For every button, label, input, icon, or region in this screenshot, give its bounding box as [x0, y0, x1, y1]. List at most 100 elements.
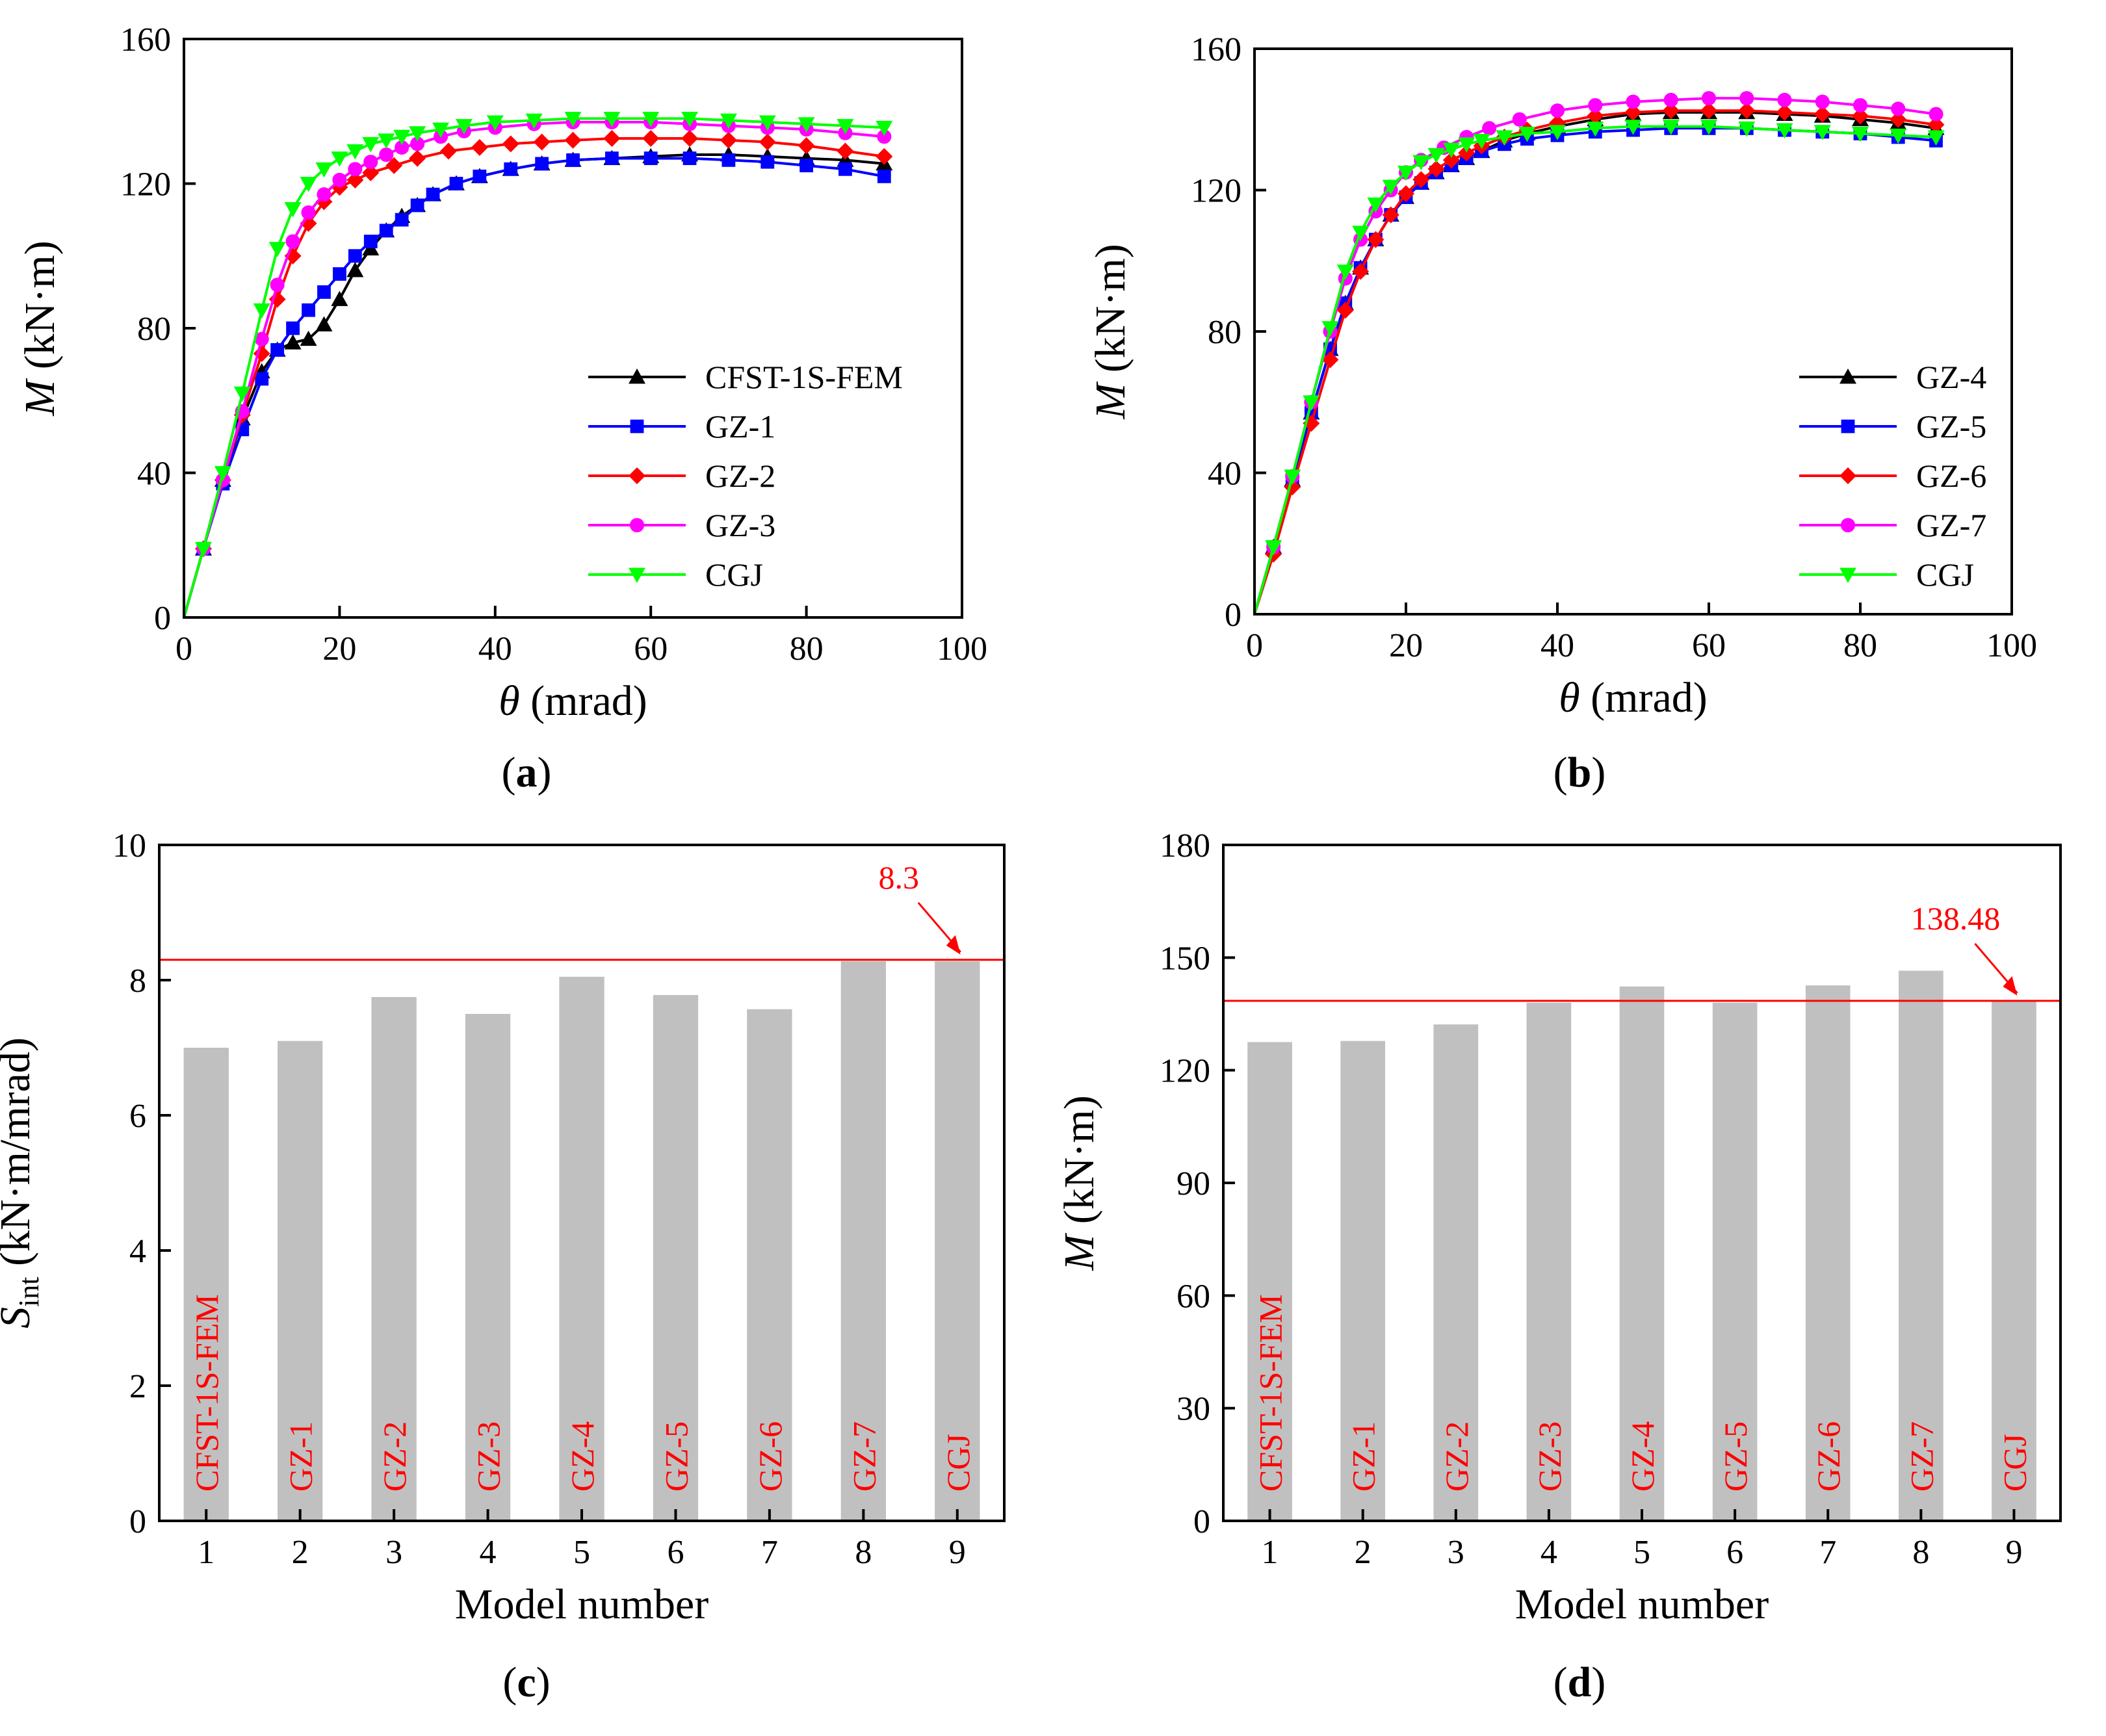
- bar-label: GZ-2: [1438, 1421, 1475, 1492]
- x-tick-label: 100: [1986, 627, 2037, 664]
- data-point: [604, 151, 619, 165]
- data-point: [331, 291, 348, 306]
- data-point: [1852, 97, 1868, 113]
- x-axis-label: Model number: [455, 1581, 708, 1628]
- data-point: [760, 155, 775, 169]
- data-point: [410, 198, 424, 213]
- data-point: [1427, 160, 1445, 177]
- legend-entry: CGJ: [705, 556, 763, 593]
- x-tick-label: 7: [761, 1534, 778, 1571]
- bar: [1712, 1002, 1758, 1521]
- reference-value-label: 138.48: [1911, 900, 2001, 937]
- data-point: [486, 115, 504, 131]
- series-GZ-1: [183, 151, 891, 618]
- data-point: [395, 213, 409, 227]
- series-line: [1253, 127, 1936, 615]
- data-point: [333, 267, 346, 281]
- data-point: [455, 119, 473, 135]
- data-point: [682, 151, 697, 165]
- data-point: [681, 129, 699, 147]
- x-tick-label: 0: [1246, 627, 1263, 664]
- legend: CFST-1S-FEM GZ-1 GZ-2 GZ-3 CGJ: [588, 359, 903, 593]
- legend-entry: GZ-3: [705, 507, 775, 543]
- data-point: [564, 131, 582, 149]
- caption-open: (: [1554, 749, 1568, 796]
- series-line: [1253, 125, 1936, 615]
- y-tick-label: 180: [1160, 827, 1210, 864]
- data-point: [317, 187, 332, 202]
- data-point: [1442, 142, 1460, 158]
- bar-label: GZ-3: [1531, 1421, 1568, 1492]
- data-point: [720, 113, 737, 129]
- data-point: [642, 111, 660, 127]
- data-point: [535, 157, 549, 171]
- data-point: [1814, 105, 1831, 123]
- x-tick-label: 20: [1389, 627, 1423, 664]
- data-point: [1473, 133, 1490, 149]
- data-point: [317, 285, 331, 299]
- data-point: [385, 157, 403, 174]
- legend-marker: [1840, 567, 1856, 583]
- bar: [1340, 1041, 1386, 1521]
- bar: [1247, 1042, 1292, 1521]
- data-point: [379, 224, 393, 238]
- data-point: [214, 466, 231, 482]
- data-point: [603, 129, 621, 147]
- series-GZ-7: [1253, 91, 1944, 615]
- x-tick-label: 40: [1540, 627, 1574, 664]
- legend-marker: [630, 419, 644, 434]
- bar: [183, 1048, 229, 1521]
- data-point: [759, 115, 776, 131]
- data-point: [1321, 351, 1339, 369]
- legend-entry: GZ-6: [1916, 458, 1986, 494]
- data-point: [681, 111, 699, 127]
- y-tick-label: 80: [1208, 314, 1242, 351]
- data-point: [1927, 116, 1945, 133]
- y-label-subscript: int: [13, 1276, 45, 1306]
- data-point: [1587, 107, 1604, 125]
- y-tick-label: 80: [137, 311, 171, 348]
- data-point: [393, 129, 411, 146]
- data-point: [1412, 171, 1430, 188]
- bar-label: CFST-1S-FEM: [1253, 1294, 1289, 1492]
- data-point: [1700, 120, 1717, 135]
- series-line: [183, 117, 885, 618]
- bar: [559, 976, 604, 1521]
- data-point: [644, 151, 658, 165]
- series-GZ-4: [1253, 103, 1945, 615]
- data-point: [1482, 121, 1497, 136]
- data-point: [300, 330, 317, 346]
- panel-caption: (b): [1554, 749, 1606, 796]
- data-point: [877, 169, 891, 183]
- bar: [1898, 970, 1944, 1521]
- x-tick-label: 9: [2005, 1534, 2022, 1571]
- caption-close: ): [538, 749, 552, 796]
- y-tick-label: 90: [1176, 1165, 1210, 1202]
- data-point: [378, 133, 395, 149]
- y-label-symbol: M: [1087, 381, 1134, 420]
- y-tick-label: 60: [1176, 1278, 1210, 1315]
- y-label-symbol: M: [16, 378, 64, 417]
- data-point: [1367, 231, 1384, 248]
- bar: [371, 997, 417, 1521]
- legend-marker: [629, 567, 645, 583]
- y-label-unit: (kN·m): [16, 240, 64, 380]
- data-point: [1398, 165, 1414, 181]
- legend-entry: CFST-1S-FEM: [705, 359, 903, 395]
- caption-letter: a: [516, 749, 538, 796]
- x-tick-label: 4: [1540, 1534, 1557, 1571]
- data-point: [1303, 395, 1320, 411]
- data-point: [471, 138, 488, 156]
- legend-entry: GZ-7: [1916, 507, 1986, 543]
- reference-value-label: 8.3: [879, 859, 920, 896]
- y-tick-label: 0: [154, 600, 171, 637]
- series-CGJ: [183, 111, 893, 618]
- bar-label: GZ-4: [564, 1421, 601, 1492]
- data-point: [1550, 103, 1565, 118]
- y-tick-label: 30: [1176, 1391, 1210, 1428]
- y-label-unit: (kN·m): [1056, 1095, 1103, 1234]
- data-point: [285, 234, 300, 249]
- reference-arrowhead: [2003, 976, 2018, 996]
- caption-open: (: [1554, 1659, 1568, 1706]
- data-point: [409, 149, 426, 167]
